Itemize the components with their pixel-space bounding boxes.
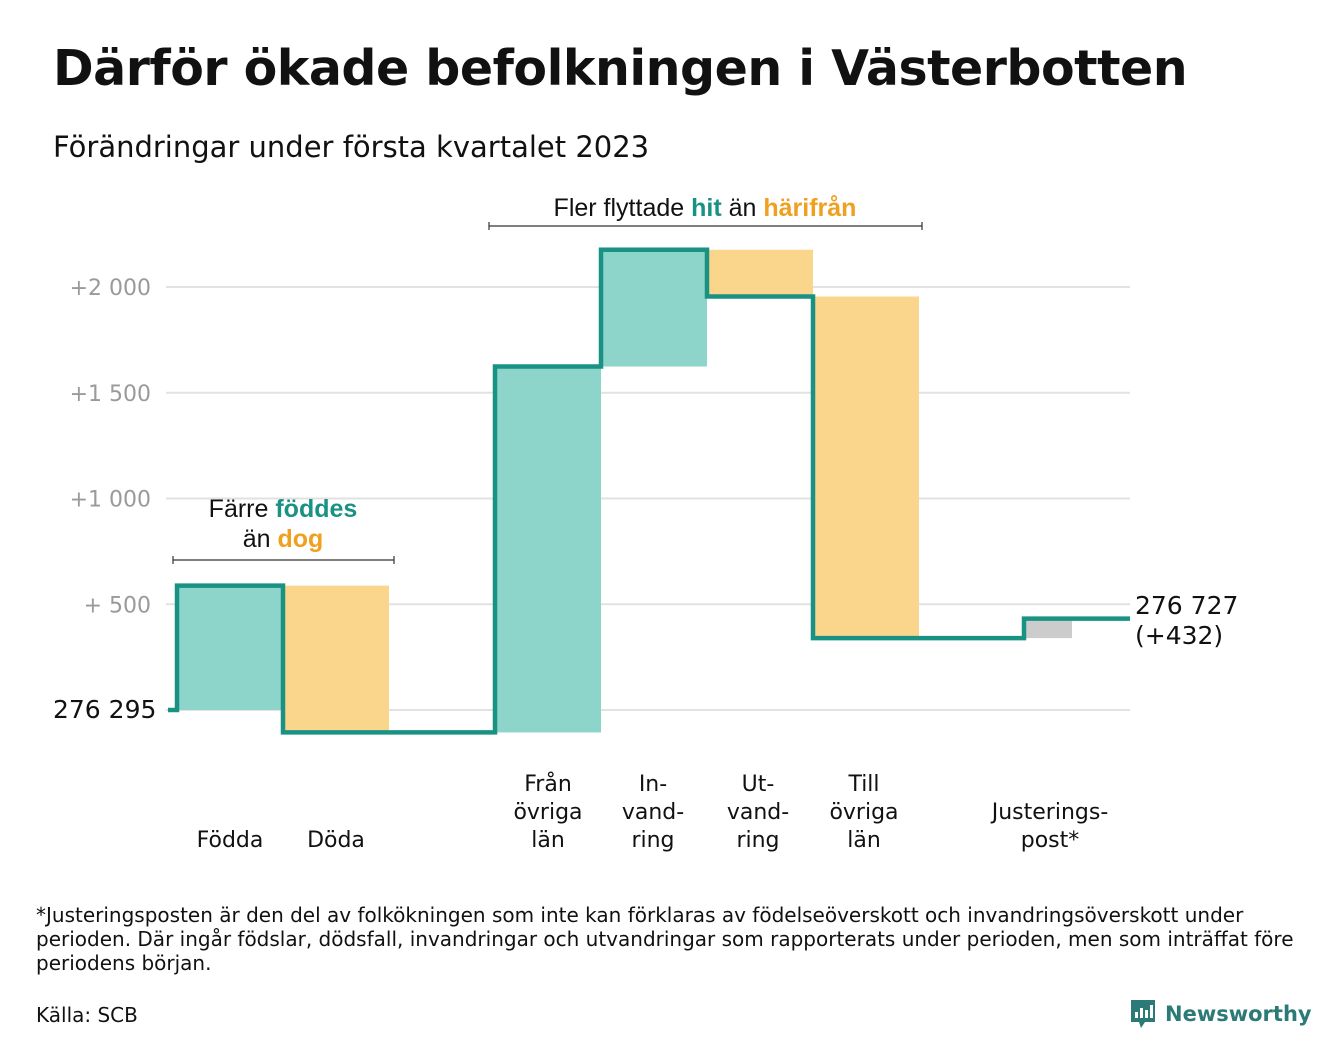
step-line bbox=[168, 247, 1130, 735]
migration-annotation: Fler flyttade hit än härifrån bbox=[554, 194, 857, 222]
bar-chart-pin-icon bbox=[1131, 1000, 1155, 1028]
category-label: Döda bbox=[307, 828, 365, 853]
category-label: Justerings- bbox=[990, 800, 1109, 825]
chart-subtitle: Förändringar under första kvartalet 2023 bbox=[53, 130, 650, 164]
bar-decrease bbox=[283, 585, 389, 733]
bar-increase bbox=[601, 249, 707, 367]
start-value-label: 276 295 bbox=[53, 695, 156, 724]
footnote: *Justeringsposten är den del av folkökni… bbox=[36, 903, 1294, 975]
category-label: post* bbox=[1021, 828, 1080, 853]
category-label: Från bbox=[524, 771, 572, 797]
annotation-text: Fler flyttade bbox=[554, 194, 692, 222]
category-label: Ut- bbox=[742, 772, 775, 797]
migration-bracket bbox=[488, 222, 923, 230]
y-tick-label: +1 000 bbox=[70, 488, 151, 513]
annotation-highlight-born: föddes bbox=[275, 495, 357, 523]
category-label: vand- bbox=[727, 800, 789, 825]
bar-decrease bbox=[813, 296, 919, 639]
y-tick-label: +1 500 bbox=[70, 382, 151, 407]
end-labels: 276 295 276 727(+432) bbox=[53, 591, 1238, 724]
category-label: ring bbox=[631, 828, 674, 853]
bar-increase bbox=[177, 585, 283, 710]
category-labels: Födda Döda Från övriga län In-vand-ring Ut-van… bbox=[197, 771, 1109, 853]
newsworthy-logo: Newsworthy bbox=[1129, 998, 1312, 1030]
category-label: vand- bbox=[622, 800, 684, 825]
y-tick-labels: + 500 +1 000 +1 500 +2 000 bbox=[70, 276, 151, 618]
logo-text: Newsworthy bbox=[1165, 1002, 1312, 1026]
category-label: län bbox=[847, 828, 881, 853]
annotation-text: än bbox=[243, 525, 278, 553]
bar-increase bbox=[495, 366, 601, 733]
category-label: ring bbox=[736, 828, 779, 853]
births-annotation-line2: än dog bbox=[243, 525, 324, 553]
category-label: Födda bbox=[197, 828, 264, 853]
y-tick-label: +2 000 bbox=[70, 276, 151, 301]
bar-decrease bbox=[707, 249, 813, 297]
bars bbox=[177, 249, 1072, 733]
waterfall-chart: + 500 +1 000 +1 500 +2 000 Födda Döda Från övr… bbox=[53, 194, 1238, 853]
source: Källa: SCB bbox=[36, 1003, 138, 1027]
category-label: Till bbox=[847, 772, 879, 797]
category-label: In- bbox=[639, 772, 667, 797]
category-label: övriga bbox=[829, 800, 898, 825]
annotation-highlight-died: dog bbox=[277, 525, 323, 553]
step-line-group bbox=[168, 247, 1130, 735]
category-label: län bbox=[531, 828, 565, 853]
category-label: övriga bbox=[513, 800, 582, 825]
births-annotation-line1: Färre föddes bbox=[209, 495, 358, 523]
end-value-label: 276 727 bbox=[1135, 591, 1238, 620]
annotation-highlight-away: härifrån bbox=[763, 194, 856, 222]
births-bracket bbox=[172, 556, 395, 564]
annotation-text: än bbox=[722, 194, 764, 222]
chart-title: Därför ökade befolkningen i Västerbotten bbox=[53, 40, 1188, 97]
end-change-label: (+432) bbox=[1135, 621, 1223, 650]
annotation-highlight-hit: hit bbox=[691, 194, 722, 222]
y-tick-label: + 500 bbox=[84, 593, 151, 618]
bar-adjustment bbox=[1024, 618, 1072, 639]
annotation-text: Färre bbox=[209, 495, 276, 523]
